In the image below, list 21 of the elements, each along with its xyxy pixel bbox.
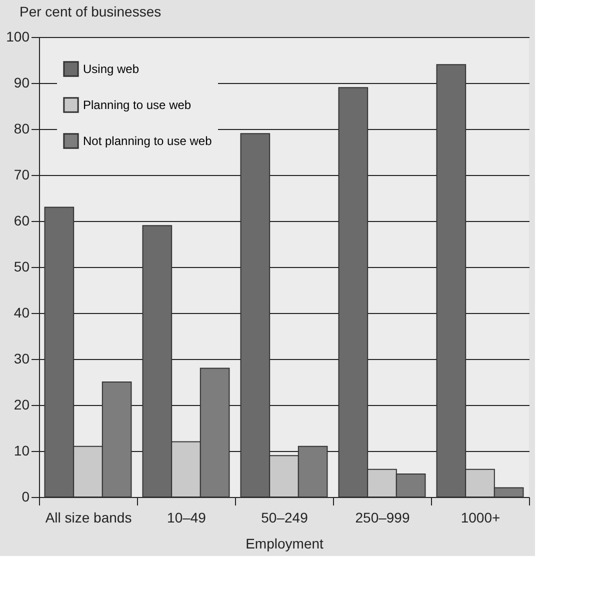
x-axis-title: Employment: [246, 536, 324, 552]
y-tick-label: 90: [14, 74, 30, 90]
y-tick-label: 40: [14, 304, 30, 320]
y-tick-label: 100: [6, 28, 30, 44]
y-tick-label: 60: [14, 212, 30, 228]
y-tick-label: 10: [14, 442, 30, 458]
x-tick-label: 1000+: [460, 510, 500, 526]
y-tick-label: 20: [14, 396, 30, 412]
legend-label: Planning to use web: [83, 98, 192, 112]
y-tick-label: 70: [14, 166, 30, 182]
x-tick-label: 50–249: [261, 510, 308, 526]
legend-label: Not planning to use web: [83, 134, 212, 148]
y-tick-label: 80: [14, 120, 30, 136]
x-tick-label: 250–999: [355, 510, 410, 526]
y-tick-label: 0: [22, 488, 30, 504]
y-tick-label: 50: [14, 258, 30, 274]
x-tick-label: All size bands: [45, 510, 132, 526]
x-tick-label: 10–49: [167, 510, 206, 526]
legend-label: Using web: [83, 62, 140, 76]
y-axis-title: Per cent of businesses: [20, 4, 162, 20]
y-tick-label: 30: [14, 350, 30, 366]
